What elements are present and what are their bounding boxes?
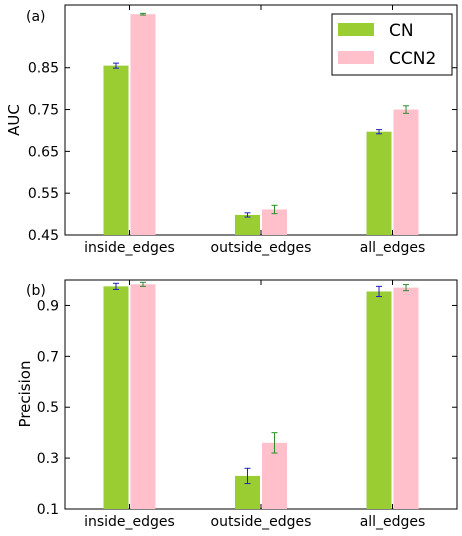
panel-a-tag: (a) xyxy=(26,9,46,25)
panel-b-y-tick-label: 0.9 xyxy=(37,298,59,314)
legend-label-ccn2: CCN2 xyxy=(389,49,436,69)
legend-label-cn: CN xyxy=(389,21,414,41)
panel-a-bar-ccn2-all-edges xyxy=(393,109,419,235)
panel-b-y-axis-label: Precision xyxy=(16,361,34,428)
panel-b-x-tick-label-all-edges: all_edges xyxy=(360,514,426,530)
panel-a-bar-cn-all-edges xyxy=(366,131,392,235)
panel-a-y-tick-label: 0.85 xyxy=(28,61,59,77)
panel-b-marks: 0.1 0.3 0.5 0.7 0.9 inside_edges outside_edges… xyxy=(37,280,457,530)
panel-a-bar-cn-inside-edges xyxy=(103,65,129,236)
legend-swatch-ccn2 xyxy=(338,51,374,64)
panel-b-bar-cn-all-edges xyxy=(366,291,392,509)
panel-a-y-tick-label: 0.45 xyxy=(28,228,59,244)
panel-a-x-tick-label-inside-edges: inside_edges xyxy=(84,240,175,256)
panel-b-tag: (b) xyxy=(26,283,46,299)
panel-b-error-bar-cn-inside-edges xyxy=(112,282,119,290)
legend-swatch-cn xyxy=(338,23,374,36)
panel-a-bar-cn-outside-edges xyxy=(235,214,260,235)
panel-b-bar-ccn2-all-edges xyxy=(393,287,419,509)
panel-b-x-tick-label-inside-edges: inside_edges xyxy=(84,514,175,530)
panel-b-error-bar-ccn2-outside-edges xyxy=(271,432,278,454)
panel-b-bar-ccn2-inside-edges xyxy=(130,284,156,509)
panel-a-y-tick-label: 0.55 xyxy=(28,186,59,202)
panel-b-error-bar-cn-all-edges xyxy=(376,285,383,298)
panel-b-bar-cn-inside-edges xyxy=(103,286,129,509)
panel-a-marks: 0.45 0.55 0.65 0.75 0.85 inside_edges outside_… xyxy=(28,5,457,256)
panel-a-error-bar-cn-inside-edges xyxy=(112,62,119,69)
panel-b-y-tick-label: 0.5 xyxy=(37,400,59,416)
panel-a-error-bar-ccn2-all-edges xyxy=(403,105,410,114)
panel-a-y-axis-label: AUC xyxy=(5,104,23,136)
panel-a-auc: (a) AUC 0.45 0.55 0.65 0.75 0.85 inside_edges… xyxy=(5,4,458,256)
panel-a-error-bar-cn-all-edges xyxy=(376,129,383,135)
panel-b-precision: (b) Precision 0.1 0.3 0.5 0.7 0.9 inside_edge… xyxy=(16,279,458,530)
panel-a-x-tick-label-all-edges: all_edges xyxy=(360,240,426,256)
panel-a-y-tick-label: 0.65 xyxy=(28,144,59,160)
panel-a-error-bar-ccn2-inside-edges xyxy=(139,12,146,16)
panel-a-error-bar-ccn2-outside-edges xyxy=(271,204,278,215)
panel-b-x-tick-label-outside-edges: outside_edges xyxy=(211,514,312,530)
panel-a-error-bar-cn-outside-edges xyxy=(244,212,251,218)
panel-b-error-bar-ccn2-all-edges xyxy=(403,284,410,292)
panel-a-x-tick-label-outside-edges: outside_edges xyxy=(211,240,312,256)
legend: CN CCN2 xyxy=(331,13,453,76)
panel-b-y-tick-label: 0.7 xyxy=(37,349,59,365)
panel-b-error-bar-cn-outside-edges xyxy=(244,467,251,485)
panel-b-bar-ccn2-outside-edges xyxy=(262,442,287,509)
panel-b-y-tick-label: 0.1 xyxy=(37,502,59,518)
panel-b-error-bar-ccn2-inside-edges xyxy=(139,281,146,287)
panel-a-y-tick-label: 0.75 xyxy=(28,103,59,119)
panel-a-bar-ccn2-inside-edges xyxy=(130,14,156,236)
panel-b-y-tick-label: 0.3 xyxy=(37,451,59,467)
